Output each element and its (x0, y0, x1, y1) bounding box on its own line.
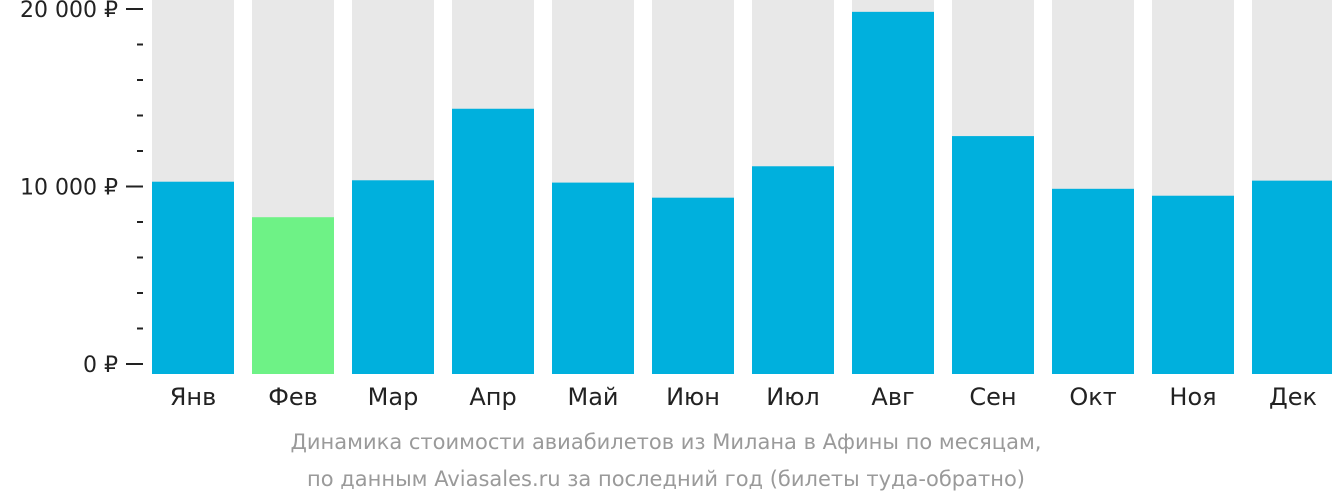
bar-10[interactable] (1052, 188, 1134, 374)
x-tick-label: Окт (1069, 383, 1116, 411)
chart-caption-line1: Динамика стоимости авиабилетов из Милана… (290, 430, 1042, 454)
bar-9[interactable] (952, 136, 1034, 374)
price-chart: 0 ₽ 10 000 ₽ 20 000 ₽ Янв Фев Мар Апр Май Июн Ию… (20, 0, 1332, 411)
y-axis: 0 ₽ 10 000 ₽ 20 000 ₽ (20, 0, 143, 378)
x-tick-label: Сен (969, 383, 1016, 411)
x-tick-label: Ноя (1169, 383, 1216, 411)
bar-11[interactable] (1152, 195, 1234, 374)
x-tick-label: Июл (766, 383, 820, 411)
bar-3[interactable] (352, 180, 434, 374)
bar-8[interactable] (852, 11, 934, 375)
bar-6[interactable] (652, 197, 734, 374)
y-tick-label: 0 ₽ (83, 353, 118, 378)
bar-5[interactable] (552, 182, 634, 374)
y-tick-label: 10 000 ₽ (20, 176, 118, 201)
x-tick-label: Апр (469, 383, 516, 411)
x-tick-label: Мар (368, 383, 419, 411)
x-axis: Янв Фев Мар Апр Май Июн Июл Авг Сен Окт Ноя Дек (170, 383, 1317, 411)
bar-2[interactable] (252, 217, 334, 374)
x-tick-label: Авг (871, 383, 914, 411)
bar-4[interactable] (452, 108, 534, 374)
bar-7[interactable] (752, 166, 834, 374)
bar-1[interactable] (152, 181, 234, 374)
x-tick-label: Май (567, 383, 618, 411)
x-tick-label: Июн (666, 383, 720, 411)
y-tick-label: 20 000 ₽ (20, 0, 118, 23)
bar-12[interactable] (1252, 180, 1332, 374)
chart-caption-line2: по данным Aviasales.ru за последний год … (307, 467, 1025, 491)
x-tick-label: Фев (268, 383, 318, 411)
x-tick-label: Дек (1269, 383, 1317, 411)
bars (152, 11, 1332, 375)
x-tick-label: Янв (170, 383, 217, 411)
